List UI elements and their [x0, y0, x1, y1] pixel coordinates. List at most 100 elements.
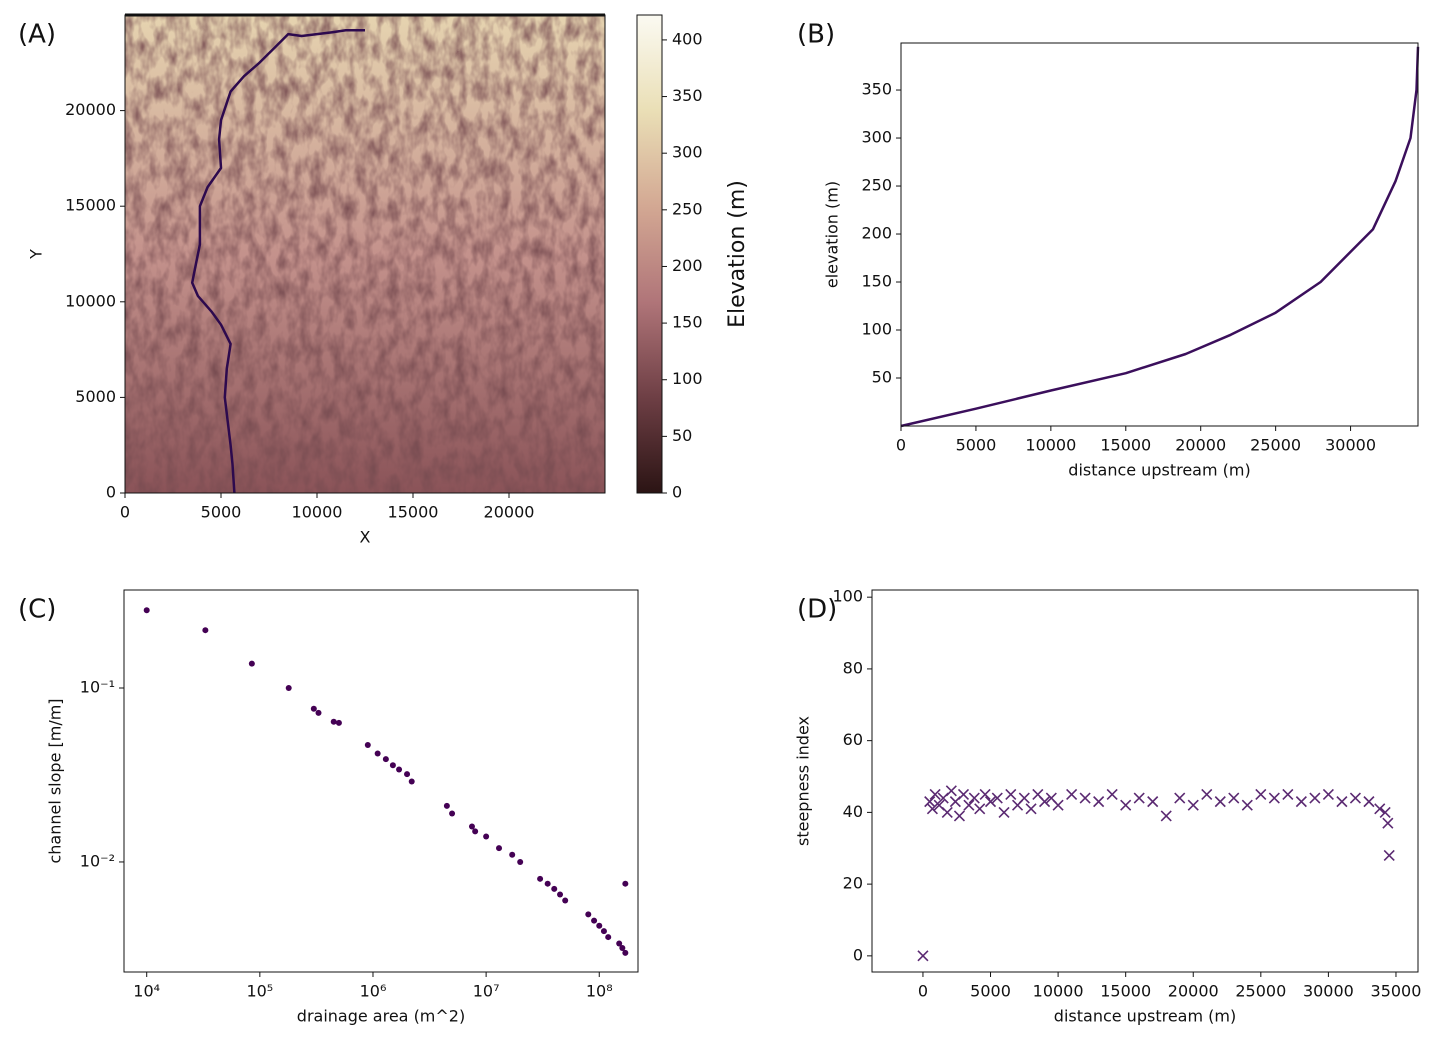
x-marker	[1025, 803, 1037, 815]
dot	[562, 897, 569, 904]
panel-label: (B)	[797, 20, 835, 50]
y-tick-label: 100	[832, 587, 863, 606]
dot	[285, 685, 292, 692]
panel-label: (D)	[797, 595, 837, 625]
dot	[310, 705, 317, 712]
x-marker	[1295, 796, 1307, 808]
dot	[596, 922, 603, 929]
x-marker	[968, 792, 980, 804]
x-marker	[1120, 799, 1132, 811]
dot	[600, 928, 607, 935]
x-marker	[941, 806, 953, 818]
x-marker	[1201, 788, 1213, 801]
x-marker	[1005, 788, 1017, 801]
x-tick-label: 0	[120, 503, 130, 522]
colorbar-tick-label: 50	[672, 426, 692, 445]
x-axis-label: distance upstream (m)	[1054, 1007, 1236, 1026]
dot	[551, 885, 558, 892]
dot	[591, 917, 598, 924]
x-marker	[953, 810, 966, 822]
dot	[404, 771, 411, 778]
dot	[449, 810, 456, 817]
x-marker	[1382, 817, 1394, 829]
x-tick-label: 25000	[1235, 982, 1286, 1001]
x-tick-label: 20000	[1168, 982, 1219, 1001]
dot	[483, 833, 490, 840]
x-marker	[1174, 792, 1186, 804]
y-tick-label: 0	[106, 483, 116, 502]
dot	[557, 891, 564, 898]
x-marker	[926, 803, 938, 815]
x-marker	[984, 796, 997, 808]
y-axis-label: elevation (m)	[823, 181, 842, 288]
x-marker	[957, 788, 970, 801]
x-tick-label: 10000	[292, 503, 343, 522]
x-axis-label: drainage area (m^2)	[297, 1007, 465, 1026]
y-tick-label: 80	[843, 658, 863, 677]
axes-frame	[123, 589, 639, 973]
dot	[396, 766, 403, 773]
dot	[616, 940, 623, 947]
colorbar-tick-label: 200	[672, 256, 703, 275]
x-marker	[1363, 796, 1375, 808]
x-tick-label: 10⁶	[360, 982, 387, 1001]
y-tick-label: 5000	[75, 387, 116, 406]
x-marker	[1379, 806, 1391, 818]
dot	[315, 709, 322, 716]
series-line	[900, 46, 1420, 428]
y-tick-label: 15000	[65, 196, 116, 215]
dot	[544, 880, 551, 887]
x-marker	[1241, 799, 1253, 811]
dot	[585, 911, 592, 918]
x-tick-label: 5000	[956, 436, 997, 455]
x-tick-label: 10⁵	[246, 982, 273, 1001]
x-marker	[1322, 788, 1334, 801]
dot	[330, 718, 337, 725]
dot	[202, 627, 209, 634]
axes-frame	[900, 42, 1419, 427]
x-marker	[1018, 792, 1030, 804]
series-line	[190, 29, 365, 494]
x-tick-label: 30000	[1325, 436, 1376, 455]
y-tick-label: 100	[861, 320, 892, 339]
dot	[389, 762, 396, 769]
x-axis-label: distance upstream (m)	[1068, 461, 1250, 480]
x-marker	[1336, 796, 1348, 808]
y-axis-label: steepness index	[794, 716, 813, 846]
x-marker	[1282, 788, 1294, 801]
x-marker	[1228, 792, 1240, 804]
plot-area	[917, 785, 1395, 962]
dot	[364, 742, 371, 749]
x-marker	[1147, 796, 1159, 808]
x-tick-label: 35000	[1371, 982, 1422, 1001]
x-marker	[1349, 792, 1361, 804]
y-axis-label: Y	[27, 249, 46, 260]
x-tick-label: 0	[918, 982, 928, 1001]
y-tick-label: 20000	[65, 100, 116, 119]
x-marker	[1106, 788, 1118, 801]
y-tick-label: 250	[861, 176, 892, 195]
x-marker	[1093, 796, 1105, 808]
x-marker	[1214, 796, 1226, 808]
x-marker	[963, 799, 975, 811]
x-marker	[929, 788, 941, 801]
dot	[248, 660, 255, 667]
colorbar-tick-label: 0	[672, 483, 682, 502]
x-marker	[974, 803, 986, 815]
y-tick-label: 10⁻¹	[80, 678, 115, 697]
x-marker	[998, 806, 1010, 818]
x-tick-label: 10000	[1033, 982, 1084, 1001]
x-marker	[924, 796, 936, 808]
x-tick-label: 10⁴	[133, 982, 160, 1001]
plot-area	[900, 46, 1420, 428]
x-tick-label: 15000	[388, 503, 439, 522]
x-marker	[917, 950, 929, 962]
x-marker	[1052, 799, 1064, 811]
x-marker	[1374, 803, 1386, 815]
x-marker	[1268, 792, 1280, 804]
x-marker	[1039, 796, 1051, 808]
x-tick-label: 15000	[1100, 982, 1151, 1001]
x-tick-label: 20000	[484, 503, 535, 522]
dot	[537, 875, 544, 882]
colorbar-tick-label: 250	[672, 199, 703, 218]
